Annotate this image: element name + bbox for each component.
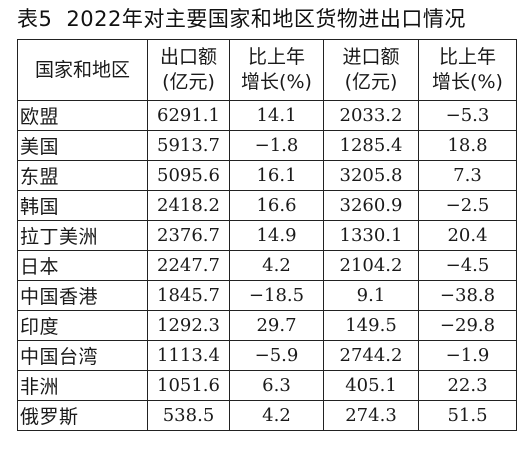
export-growth-cell: −5.9 [229, 340, 324, 371]
region-cell: 欧盟 [17, 100, 148, 131]
export-growth-cell: 4.2 [229, 250, 324, 281]
export-cell: 1113.4 [147, 340, 230, 371]
import-growth-cell: −2.5 [418, 190, 517, 221]
export-growth-cell: 6.3 [229, 370, 324, 401]
export-growth-cell: 14.1 [229, 100, 324, 131]
table-header: 国家和地区 出口额 (亿元) 比上年增长(%) 进口额 (亿元) 比上年增长(%) [17, 39, 517, 101]
import-growth-cell: −29.8 [418, 310, 517, 341]
table-row: 印度 1292.3 29.7 149.5 −29.8 [17, 310, 517, 341]
import-cell: 2104.2 [323, 250, 419, 281]
table-row: 俄罗斯 538.5 4.2 274.3 51.5 [17, 400, 517, 431]
import-growth-cell: 22.3 [418, 370, 517, 401]
table-row: 欧盟 6291.1 14.1 2033.2 −5.3 [17, 100, 517, 131]
header-import: 进口额 (亿元) [323, 39, 419, 101]
import-cell: 3260.9 [323, 190, 419, 221]
header-region: 国家和地区 [17, 39, 148, 101]
export-growth-cell: 4.2 [229, 400, 324, 431]
header-import-line1: 进口额 [342, 46, 400, 68]
import-cell: 2744.2 [323, 340, 419, 371]
region-cell: 韩国 [17, 190, 148, 221]
export-growth-cell: 16.1 [229, 160, 324, 191]
import-cell: 1285.4 [323, 130, 419, 161]
table-row: 中国香港 1845.7 −18.5 9.1 −38.8 [17, 280, 517, 311]
table-row: 美国 5913.7 −1.8 1285.4 18.8 [17, 130, 517, 161]
header-export-growth-line2: 增长(%) [241, 71, 312, 93]
header-export-growth: 比上年增长(%) [229, 39, 324, 101]
table-row: 日本 2247.7 4.2 2104.2 −4.5 [17, 250, 517, 281]
export-cell: 2376.7 [147, 220, 230, 251]
region-cell: 美国 [17, 130, 148, 161]
import-cell: 149.5 [323, 310, 419, 341]
table-row: 东盟 5095.6 16.1 3205.8 7.3 [17, 160, 517, 191]
import-growth-cell: −5.3 [418, 100, 517, 131]
export-cell: 2247.7 [147, 250, 230, 281]
import-growth-cell: −4.5 [418, 250, 517, 281]
export-growth-cell: 29.7 [229, 310, 324, 341]
header-export: 出口额 (亿元) [147, 39, 230, 101]
table-number: 表5 [17, 7, 53, 31]
header-import-growth-line1: 比上年 [438, 46, 496, 68]
import-growth-cell: −38.8 [418, 280, 517, 311]
export-cell: 6291.1 [147, 100, 230, 131]
import-growth-cell: −1.9 [418, 340, 517, 371]
trade-table: 国家和地区 出口额 (亿元) 比上年 增长(%) 进口额 (亿元) 比上年 增长(%) … [17, 39, 517, 431]
header-export-growth-line1: 比上年 [247, 46, 305, 68]
header-export-line1: 出口额 [159, 46, 217, 68]
import-cell: 9.1 [323, 280, 419, 311]
import-cell: 2033.2 [323, 100, 419, 131]
region-cell: 中国台湾 [17, 340, 148, 371]
import-cell: 3205.8 [323, 160, 419, 191]
export-growth-cell: −1.8 [229, 130, 324, 161]
table-title-text: 2022年对主要国家和地区货物进出口情况 [66, 7, 466, 31]
table-body: 欧盟 6291.1 14.1 2033.2 −5.3 美国 5913.7 −1.8 1285.4… [17, 100, 517, 431]
header-import-line2: (亿元) [344, 71, 398, 93]
table-title: 表5 2022年对主要国家和地区货物进出口情况 [17, 6, 466, 32]
table-row: 中国台湾 1113.4 −5.9 2744.2 −1.9 [17, 340, 517, 371]
export-cell: 1845.7 [147, 280, 230, 311]
import-growth-cell: 51.5 [418, 400, 517, 431]
export-growth-cell: 16.6 [229, 190, 324, 221]
export-cell: 5913.7 [147, 130, 230, 161]
import-cell: 405.1 [323, 370, 419, 401]
import-growth-cell: 18.8 [418, 130, 517, 161]
region-cell: 中国香港 [17, 280, 148, 311]
region-cell: 非洲 [17, 370, 148, 401]
import-growth-cell: 7.3 [418, 160, 517, 191]
region-cell: 日本 [17, 250, 148, 281]
export-cell: 5095.6 [147, 160, 230, 191]
export-growth-cell: 14.9 [229, 220, 324, 251]
export-growth-cell: −18.5 [229, 280, 324, 311]
export-cell: 538.5 [147, 400, 230, 431]
header-export-line2: (亿元) [162, 71, 215, 93]
table-row: 拉丁美洲 2376.7 14.9 1330.1 20.4 [17, 220, 517, 251]
table-row: 非洲 1051.6 6.3 405.1 22.3 [17, 370, 517, 401]
region-cell: 东盟 [17, 160, 148, 191]
region-cell: 印度 [17, 310, 148, 341]
import-growth-cell: 20.4 [418, 220, 517, 251]
export-cell: 2418.2 [147, 190, 230, 221]
export-cell: 1051.6 [147, 370, 230, 401]
import-cell: 274.3 [323, 400, 419, 431]
header-import-growth: 比上年增长(%) [418, 39, 517, 101]
import-cell: 1330.1 [323, 220, 419, 251]
table-row: 韩国 2418.2 16.6 3260.9 −2.5 [17, 190, 517, 221]
header-row: 国家和地区 出口额 (亿元) 比上年增长(%) 进口额 (亿元) 比上年增长(%) [17, 39, 517, 101]
header-import-growth-line2: 增长(%) [432, 71, 503, 93]
region-cell: 拉丁美洲 [17, 220, 148, 251]
header-region-label: 国家和地区 [34, 58, 130, 81]
export-cell: 1292.3 [147, 310, 230, 341]
region-cell: 俄罗斯 [17, 400, 148, 431]
